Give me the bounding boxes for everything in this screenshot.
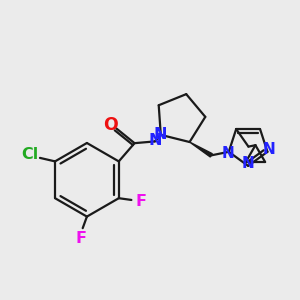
- Text: N: N: [149, 133, 162, 148]
- Text: F: F: [75, 231, 86, 246]
- Text: N: N: [222, 146, 235, 161]
- Text: Cl: Cl: [21, 147, 38, 162]
- Text: N: N: [242, 156, 254, 171]
- Text: N: N: [262, 142, 275, 157]
- Polygon shape: [190, 142, 212, 157]
- Text: O: O: [103, 116, 117, 134]
- Text: N: N: [153, 127, 167, 142]
- Text: F: F: [135, 194, 146, 208]
